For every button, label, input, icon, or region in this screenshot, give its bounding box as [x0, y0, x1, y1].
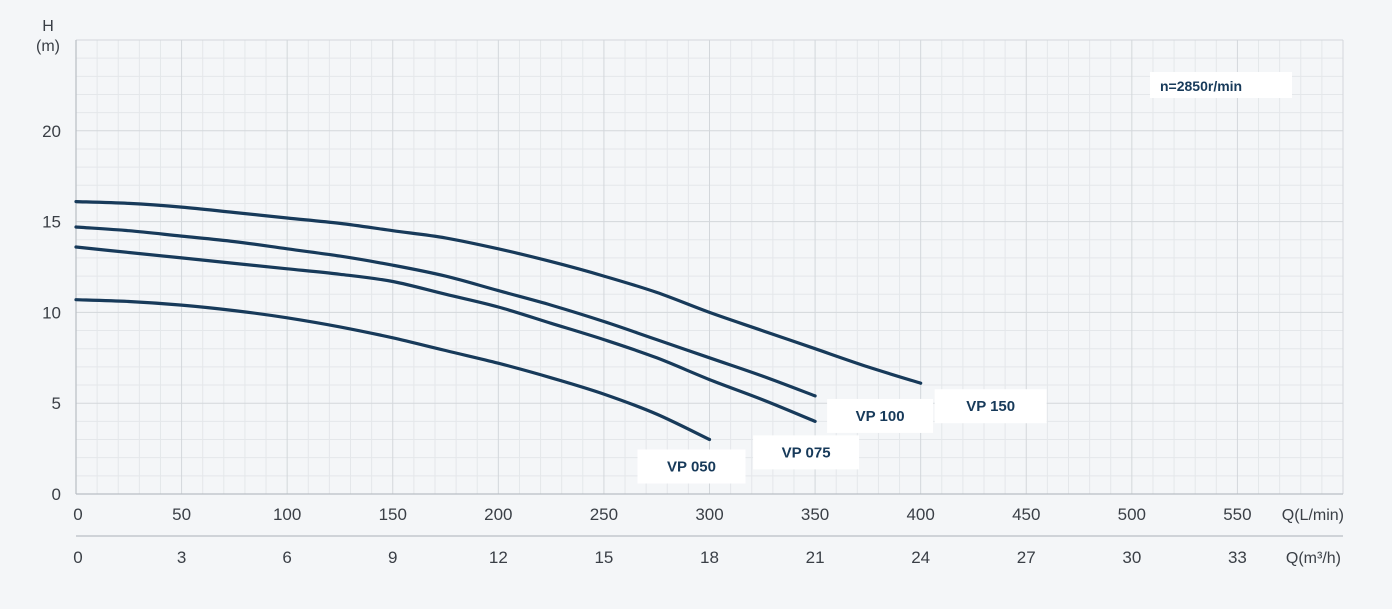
x-tick-label: 450 [1012, 505, 1040, 524]
x2-tick-label: 15 [594, 548, 613, 567]
x-tick-label: 300 [695, 505, 723, 524]
x2-tick-label: 21 [806, 548, 825, 567]
x-tick-label: 50 [172, 505, 191, 524]
x-tick-label: 400 [906, 505, 934, 524]
x-tick-label: 550 [1223, 505, 1251, 524]
x2-tick-label: 0 [73, 548, 82, 567]
series-label-vp-100: VP 100 [856, 408, 905, 425]
x2-tick-label: 9 [388, 548, 397, 567]
y-axis-label-h: H [42, 18, 54, 35]
y-tick-label: 5 [52, 394, 61, 413]
series-label-box-vp-150 [934, 389, 1047, 424]
x2-tick-label: 12 [489, 548, 508, 567]
series-line-vp-075 [74, 245, 817, 423]
x-tick-label: 250 [590, 505, 618, 524]
x-tick-label: 200 [484, 505, 512, 524]
x2-tick-label: 24 [911, 548, 930, 567]
x-tick-label: 150 [379, 505, 407, 524]
x2-axis-label-m3h: Q(m³/h) [1286, 550, 1341, 567]
series-label-box-vp-075 [753, 435, 860, 470]
y-tick-label: 10 [42, 303, 61, 322]
x-tick-label: 350 [801, 505, 829, 524]
series-label-vp-050: VP 050 [667, 459, 716, 476]
series-label-box-vp-050 [637, 449, 746, 484]
series-line-vp-150 [74, 200, 923, 385]
series-label-vp-075: VP 075 [782, 444, 831, 461]
y-axis-label-unit: (m) [36, 38, 60, 55]
x-axis-label-lmin: Q(L/min) [1282, 507, 1344, 524]
series-label-vp-150: VP 150 [966, 398, 1015, 415]
series-line-vp-100 [74, 225, 817, 398]
series-line-vp-050 [74, 298, 712, 442]
x2-tick-label: 33 [1228, 548, 1247, 567]
x-tick-label: 500 [1118, 505, 1146, 524]
y-tick-label: 20 [42, 122, 61, 141]
x2-tick-label: 3 [177, 548, 186, 567]
series-label-box-vp-100 [827, 398, 934, 433]
speed-annotation: n=2850r/min [1160, 78, 1242, 94]
y-tick-label: 15 [42, 213, 61, 232]
x2-tick-label: 18 [700, 548, 719, 567]
series-labels: VP 050 VP 075 VP 100 VP 150 [637, 389, 1047, 484]
x2-tick-label: 6 [282, 548, 291, 567]
x-tick-label: 100 [273, 505, 301, 524]
y-tick-label: 0 [52, 485, 61, 504]
x-tick-label: 0 [73, 505, 82, 524]
series-lines [74, 200, 923, 442]
x2-tick-label: 30 [1122, 548, 1141, 567]
x2-tick-label: 27 [1017, 548, 1036, 567]
speed-annotation-box [1150, 72, 1292, 98]
